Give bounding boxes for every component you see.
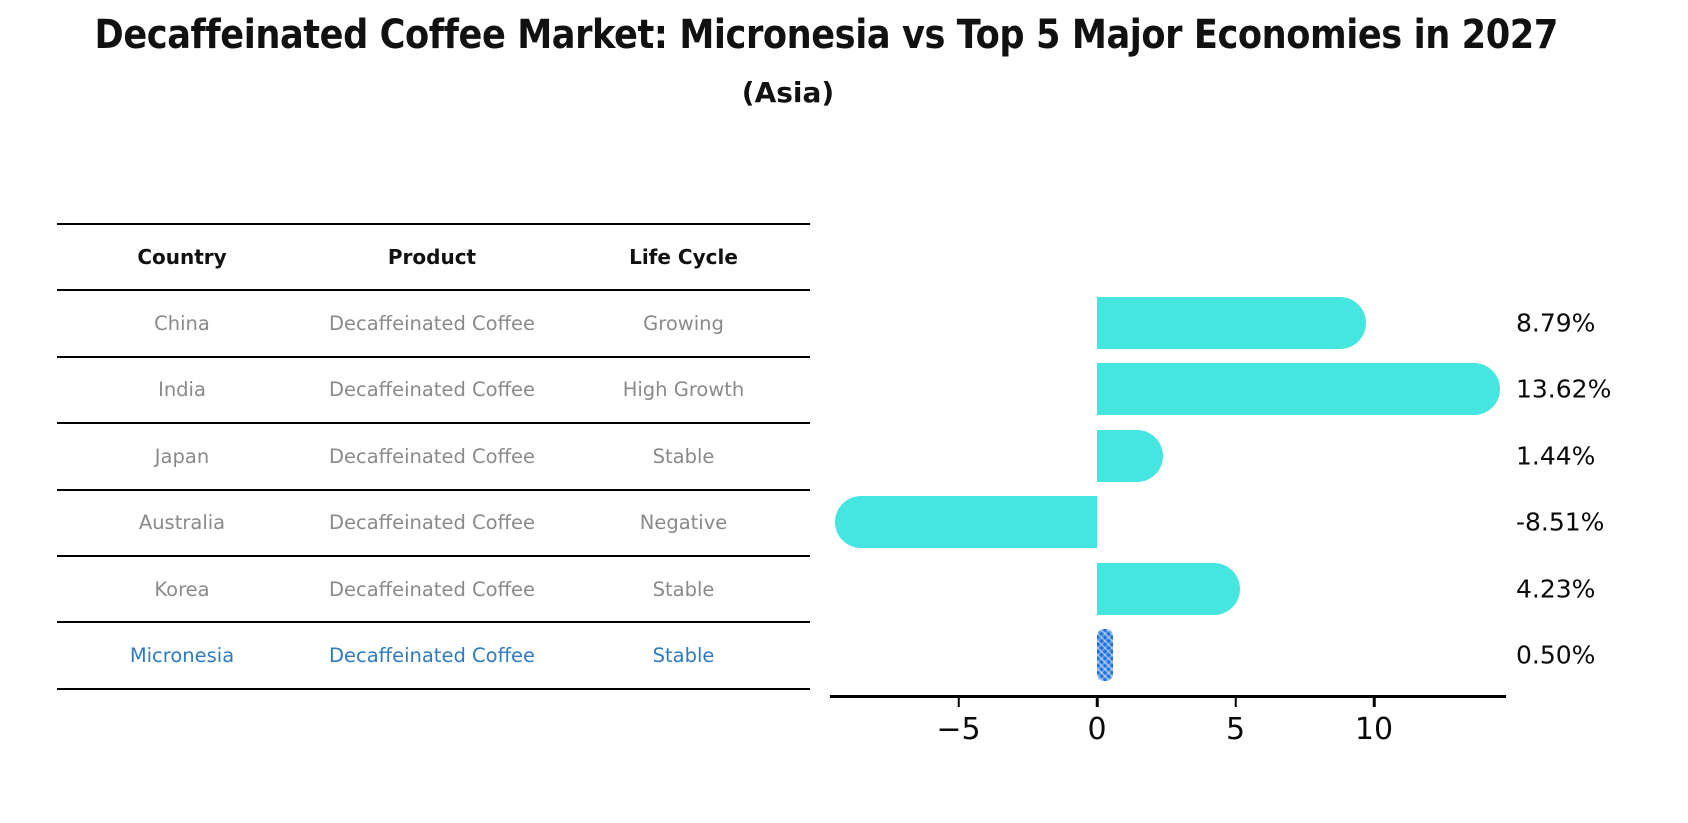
cell-product: Decaffeinated Coffee <box>328 378 536 402</box>
cell-life-cycle: Growing <box>643 312 724 336</box>
value-label: 8.79% <box>1516 308 1596 338</box>
value-label: 0.50% <box>1516 640 1596 670</box>
column-header-country: Country <box>137 245 227 270</box>
table-row-japan: Japan Decaffeinated Coffee Stable <box>57 424 810 491</box>
cell-life-cycle: Stable <box>652 644 715 668</box>
cell-product: Decaffeinated Coffee <box>328 312 536 336</box>
x-axis-tick-label: −5 <box>936 712 981 747</box>
cell-country: India <box>158 378 206 402</box>
bar-japan <box>1097 429 1163 482</box>
column-header-life-cycle: Life Cycle <box>629 245 738 270</box>
x-axis-tick <box>957 698 960 707</box>
chart-title: Decaffeinated Coffee Market: Micronesia … <box>94 12 1559 58</box>
cell-life-cycle: Negative <box>639 511 728 535</box>
bar-micronesia <box>1097 629 1113 681</box>
value-label: 4.23% <box>1516 574 1596 604</box>
cell-country: Australia <box>138 511 226 535</box>
x-axis-tick <box>1234 698 1237 707</box>
table-row-china: China Decaffeinated Coffee Growing <box>57 291 810 358</box>
cell-life-cycle: Stable <box>652 577 715 601</box>
x-axis-tick-label: 5 <box>1225 712 1246 747</box>
cell-country: Japan <box>154 444 210 468</box>
table-row-micronesia: Micronesia Decaffeinated Coffee Stable <box>57 623 810 690</box>
x-axis-tick-label: 0 <box>1087 712 1107 747</box>
table-row-india: India Decaffeinated Coffee High Growth <box>57 358 810 425</box>
cell-country: Micronesia <box>129 644 235 668</box>
x-axis-tick <box>1372 698 1376 707</box>
cell-product: Decaffeinated Coffee <box>328 511 536 535</box>
cell-life-cycle: High Growth <box>622 378 745 402</box>
table-row-korea: Korea Decaffeinated Coffee Stable <box>57 557 810 624</box>
cell-country: Korea <box>154 577 210 601</box>
value-label: 1.44% <box>1516 441 1596 471</box>
chart-subtitle: (Asia) <box>741 76 835 109</box>
bar-china <box>1097 297 1367 349</box>
value-label: -8.51% <box>1516 507 1605 537</box>
cell-product: Decaffeinated Coffee <box>328 577 536 601</box>
comparison-table: Country Product Life Cycle China Decaffe… <box>57 223 810 690</box>
column-header-product: Product <box>387 245 477 270</box>
bar-australia <box>835 496 1097 549</box>
x-axis-tick <box>1095 698 1099 707</box>
cell-life-cycle: Stable <box>652 444 715 468</box>
x-axis-line <box>830 695 1506 698</box>
value-label: 13.62% <box>1516 374 1612 404</box>
x-axis-tick-label: 10 <box>1354 712 1394 747</box>
cell-country: China <box>154 312 210 336</box>
table-header-row: Country Product Life Cycle <box>57 225 810 292</box>
table-row-australia: Australia Decaffeinated Coffee Negative <box>57 491 810 557</box>
cell-product: Decaffeinated Coffee <box>328 444 536 468</box>
bar-korea <box>1097 562 1241 615</box>
bar-india <box>1097 363 1501 416</box>
cell-product: Decaffeinated Coffee <box>328 644 536 668</box>
